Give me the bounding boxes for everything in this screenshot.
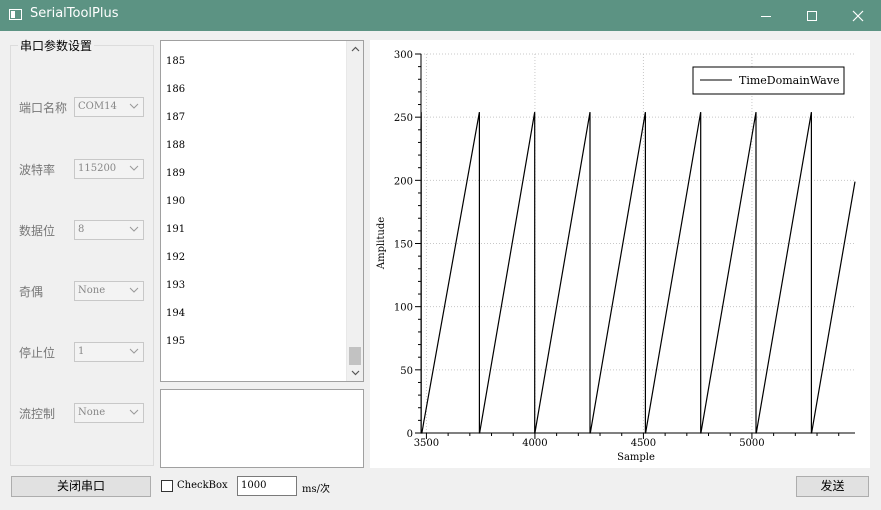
baud-rate-label: 波特率 <box>19 163 56 177</box>
close-icon <box>852 10 864 21</box>
stop-bits-value: 1 <box>78 346 85 357</box>
y-tick-label: 250 <box>394 113 413 124</box>
list-scrollbar[interactable] <box>346 41 363 381</box>
chevron-down-icon <box>129 103 139 109</box>
receive-list[interactable]: 185 186 187 188 189 190 191 192 193 194 … <box>160 40 364 382</box>
flow-control-label: 流控制 <box>19 407 56 421</box>
x-tick-label: 4000 <box>522 438 547 449</box>
port-name-label: 端口名称 <box>19 101 68 115</box>
checkbox-label[interactable]: CheckBox <box>177 480 228 491</box>
waveform-chart: 0 50 100 150 200 250 300 3500 4000 4500 5000 Sampl… <box>376 50 856 463</box>
y-tick-label: 150 <box>394 240 413 251</box>
flow-control-select[interactable]: None <box>74 403 144 423</box>
x-tick-label: 3500 <box>414 438 439 449</box>
list-item[interactable]: 185 <box>166 56 186 67</box>
legend-label: TimeDomainWave <box>739 74 839 87</box>
scroll-down-button[interactable] <box>347 365 363 381</box>
y-tick-label: 0 <box>407 429 413 440</box>
baud-rate-select[interactable]: 115200 <box>74 159 144 179</box>
x-axis-label: Sample <box>617 452 655 463</box>
maximize-icon <box>807 10 817 21</box>
chevron-up-icon <box>351 46 359 52</box>
list-item[interactable]: 191 <box>166 224 186 235</box>
list-item[interactable]: 194 <box>166 308 186 319</box>
scroll-up-button[interactable] <box>347 41 363 57</box>
y-tick-label: 100 <box>394 303 413 314</box>
baud-rate-value: 115200 <box>78 163 117 174</box>
minimize-icon <box>761 15 771 17</box>
x-tick-label: 4500 <box>631 438 656 449</box>
port-name-value: COM14 <box>78 101 117 112</box>
list-item[interactable]: 188 <box>166 140 186 151</box>
list-item[interactable]: 193 <box>166 280 186 291</box>
series-line <box>420 111 856 434</box>
parity-label: 奇偶 <box>19 285 44 299</box>
maximize-button[interactable] <box>789 0 835 31</box>
parity-select[interactable]: None <box>74 281 144 301</box>
chevron-down-icon <box>129 348 139 354</box>
parity-value: None <box>78 285 106 296</box>
title-bar: SerialToolPlus <box>0 0 881 31</box>
stop-bits-select[interactable]: 1 <box>74 342 144 362</box>
y-tick-label: 200 <box>394 176 413 187</box>
y-tick-label: 300 <box>394 50 413 61</box>
app-icon <box>9 9 22 20</box>
x-tick-label: 5000 <box>739 438 764 449</box>
list-item[interactable]: 192 <box>166 252 186 263</box>
chevron-down-icon <box>129 287 139 293</box>
list-item[interactable]: 195 <box>166 336 186 347</box>
y-tick-label: 50 <box>400 366 413 377</box>
chevron-down-icon <box>129 409 139 415</box>
list-item[interactable]: 187 <box>166 112 186 123</box>
interval-unit-label: ms/次 <box>302 484 330 495</box>
data-bits-label: 数据位 <box>19 224 56 238</box>
stop-bits-label: 停止位 <box>19 346 56 360</box>
window-title: SerialToolPlus <box>30 6 119 21</box>
list-item[interactable]: 190 <box>166 196 186 207</box>
flow-control-value: None <box>78 407 106 418</box>
data-bits-select[interactable]: 8 <box>74 220 144 240</box>
chevron-down-icon <box>129 226 139 232</box>
checkbox[interactable] <box>161 480 173 492</box>
list-item[interactable]: 189 <box>166 168 186 179</box>
close-window-button[interactable] <box>835 0 881 31</box>
port-name-select[interactable]: COM14 <box>74 97 144 117</box>
chevron-down-icon <box>129 165 139 171</box>
scroll-thumb[interactable] <box>349 347 361 365</box>
serial-params-title: 串口参数设置 <box>18 37 95 54</box>
close-port-button[interactable]: 关闭串口 <box>11 476 151 497</box>
data-bits-value: 8 <box>78 224 85 235</box>
send-text-area[interactable] <box>160 389 364 468</box>
minimize-button[interactable] <box>743 0 789 31</box>
chart-legend: TimeDomainWave <box>692 66 845 95</box>
list-item[interactable]: 186 <box>166 84 186 95</box>
y-axis-label: Amplitude <box>376 217 387 270</box>
interval-input[interactable]: 1000 <box>237 476 297 496</box>
chevron-down-icon <box>351 370 359 376</box>
chart-panel: 0 50 100 150 200 250 300 3500 4000 4500 5000 Sampl… <box>370 40 870 468</box>
send-button[interactable]: 发送 <box>796 476 869 497</box>
